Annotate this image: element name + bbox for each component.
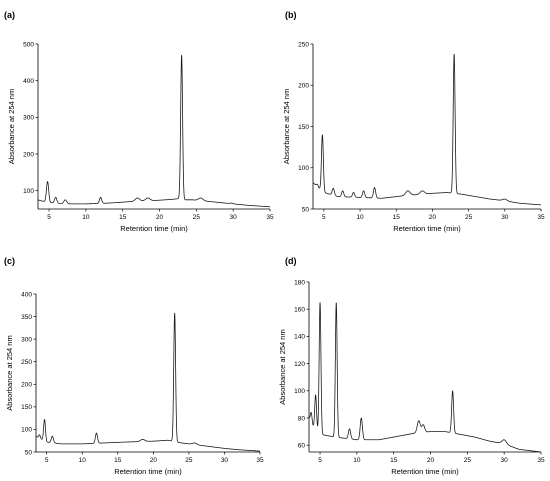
x-tick-label: 20 [150,457,158,464]
y-tick-label: 300 [23,115,34,122]
x-tick-label: 5 [47,214,51,221]
y-tick-label: 100 [23,188,34,195]
y-axis-title: Absorbance at 254 nm [282,89,291,164]
y-tick-label: 120 [294,361,305,368]
x-tick-label: 35 [537,457,545,464]
x-tick-label: 20 [427,457,435,464]
y-tick-label: 80 [298,415,306,422]
x-tick-label: 25 [193,214,201,221]
y-tick-label: 150 [21,404,32,411]
x-tick-label: 25 [185,457,193,464]
x-tick-label: 25 [464,457,472,464]
y-tick-label: 400 [23,78,34,85]
y-tick-label: 200 [23,151,34,158]
x-tick-label: 5 [318,457,322,464]
x-tick-label: 15 [390,457,398,464]
x-tick-label: 5 [322,214,326,221]
x-tick-label: 15 [393,214,401,221]
panel-label: (b) [285,10,297,20]
x-tick-label: 10 [79,457,87,464]
y-axis-title: Absorbance at 254 nm [7,89,16,164]
y-tick-label: 500 [23,41,34,48]
chromatogram-trace [37,54,271,208]
y-tick-label: 400 [21,291,32,298]
x-tick-label: 15 [119,214,127,221]
panel-label: (d) [285,256,297,266]
y-tick-label: 140 [294,334,305,341]
y-tick-label: 250 [21,359,32,366]
x-tick-label: 20 [429,214,437,221]
x-tick-label: 35 [256,457,264,464]
chart-panel-2: (b) 5 10 15 20 25 30 35 50 100 150 200 250 Retention … [282,10,545,233]
y-tick-label: 300 [21,336,32,343]
chromatogram-trace [308,302,542,453]
y-tick-label: 100 [298,165,309,172]
x-tick-label: 10 [82,214,90,221]
x-axis-title: Retention time (min) [391,467,459,476]
y-axis-title: Absorbance at 254 nm [278,329,287,404]
y-tick-label: 100 [294,388,305,395]
chromatogram-trace [312,53,542,206]
x-tick-label: 30 [501,214,509,221]
x-tick-label: 15 [114,457,122,464]
y-tick-label: 50 [25,449,33,456]
y-axis-title: Absorbance at 254 nm [5,335,14,410]
x-tick-label: 30 [501,457,509,464]
chart-panel-4: (d) 5 10 15 20 25 30 35 60 80 100 120 140 160 180 Reten… [278,256,545,476]
chart-panel-3: (c) 5 10 15 20 25 30 35 50 100 150 200 250 300 350 400 R… [4,256,264,476]
x-tick-label: 5 [45,457,49,464]
x-axis-title: Retention time (min) [393,224,461,233]
chromatogram-trace [35,312,261,452]
y-tick-label: 160 [294,307,305,314]
x-tick-label: 10 [353,457,361,464]
y-tick-label: 180 [294,279,305,286]
panel-label: (c) [4,256,15,266]
x-tick-label: 25 [465,214,473,221]
y-tick-label: 350 [21,314,32,321]
x-tick-label: 30 [221,457,229,464]
panel-label: (a) [4,10,15,20]
chart-panel-1: (a) 5 10 15 20 25 30 35 100 200 300 400 500 Retention… [4,10,274,233]
x-tick-label: 10 [356,214,364,221]
y-tick-label: 200 [21,382,32,389]
y-tick-label: 250 [298,41,309,48]
x-tick-label: 35 [266,214,274,221]
x-tick-label: 30 [230,214,238,221]
x-axis-title: Retention time (min) [120,224,188,233]
y-tick-label: 200 [298,83,309,90]
y-tick-label: 100 [21,427,32,434]
y-tick-label: 60 [298,443,306,450]
x-tick-label: 20 [156,214,164,221]
x-axis-title: Retention time (min) [114,467,182,476]
x-tick-label: 35 [537,214,545,221]
y-tick-label: 50 [302,206,310,213]
y-tick-label: 150 [298,124,309,131]
